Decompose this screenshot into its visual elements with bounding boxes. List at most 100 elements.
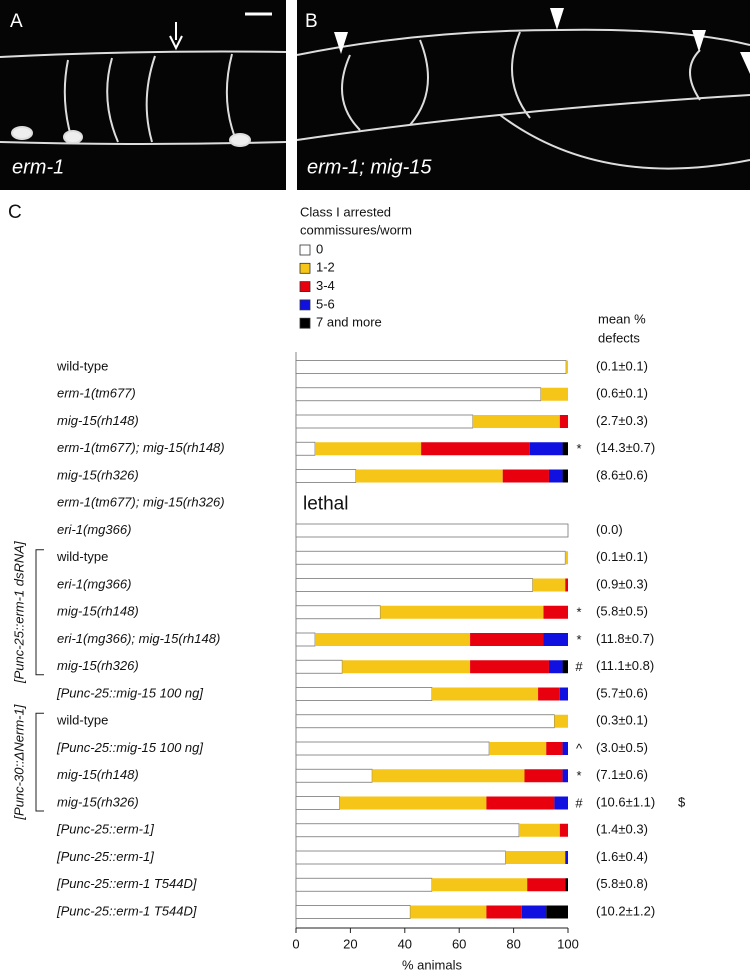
mean-defect: (3.0±0.5) bbox=[596, 740, 648, 755]
mean-defect: (11.1±0.8) bbox=[596, 658, 654, 673]
bar-segment bbox=[296, 470, 356, 483]
category-label: mig-15(rh326) bbox=[57, 467, 139, 482]
bar-segment bbox=[356, 470, 503, 483]
category-label: [Punc-25::erm-1 T544D] bbox=[56, 903, 197, 918]
category-label: mig-15(rh148) bbox=[57, 413, 139, 428]
legend-label: 1-2 bbox=[316, 260, 335, 275]
bar-segment bbox=[533, 579, 566, 592]
legend-label: 3-4 bbox=[316, 278, 335, 293]
significance-marker: ^ bbox=[576, 741, 583, 756]
category-label: wild-type bbox=[56, 358, 108, 373]
mean-defect: (0.0) bbox=[596, 522, 623, 537]
bar-segment bbox=[522, 906, 546, 919]
significance-marker: * bbox=[576, 768, 581, 783]
bar-segment bbox=[296, 388, 541, 401]
bar-segment bbox=[315, 633, 470, 646]
mean-defect: (5.8±0.5) bbox=[596, 604, 648, 619]
bar-segment bbox=[432, 688, 538, 701]
bar-segment bbox=[296, 361, 566, 374]
category-label: [Punc-25::erm-1 T544D] bbox=[56, 876, 197, 891]
bar-segment bbox=[296, 851, 505, 864]
bar-segment bbox=[296, 442, 315, 455]
category-label: mig-15(rh148) bbox=[57, 767, 139, 782]
bar-segment bbox=[486, 906, 521, 919]
category-label: [Punc-25::mig-15 100 ng] bbox=[56, 740, 203, 755]
bar-segment bbox=[296, 579, 533, 592]
bar-segment bbox=[563, 660, 568, 673]
category-label: eri-1(mg366); mig-15(rh148) bbox=[57, 631, 220, 646]
category-label: [Punc-25::erm-1] bbox=[56, 849, 154, 864]
figure: A erm-1 B erm-1; mig-15 C Class I arrest… bbox=[0, 0, 750, 975]
legend-label: 0 bbox=[316, 241, 323, 256]
bar-segment bbox=[538, 688, 560, 701]
bar-segment bbox=[296, 797, 340, 810]
bar-segment bbox=[296, 551, 565, 564]
legend-swatch bbox=[300, 318, 310, 328]
bar-segment bbox=[296, 688, 432, 701]
bar-segment bbox=[563, 769, 568, 782]
mean-defect: (8.6±0.6) bbox=[596, 467, 648, 482]
mean-defect: (0.9±0.3) bbox=[596, 576, 648, 591]
mean-defect: (0.1±0.1) bbox=[596, 358, 648, 373]
bar-segment bbox=[296, 715, 554, 728]
bar-segment bbox=[489, 742, 546, 755]
mean-defect: (1.6±0.4) bbox=[596, 849, 648, 864]
panel-letter: C bbox=[8, 202, 22, 223]
bar-segment bbox=[380, 606, 543, 619]
bar-segment bbox=[549, 660, 563, 673]
bar-segment bbox=[296, 878, 432, 891]
legend-label: 5-6 bbox=[316, 296, 335, 311]
category-label: erm-1(tm677); mig-15(rh326) bbox=[57, 495, 225, 510]
bar-segment bbox=[544, 606, 568, 619]
bar-segment bbox=[296, 824, 519, 837]
bar-segment bbox=[565, 878, 568, 891]
category-label: [Punc-25::erm-1] bbox=[56, 822, 154, 837]
mean-defect: (5.7±0.6) bbox=[596, 685, 648, 700]
category-label: eri-1(mg366) bbox=[57, 522, 131, 537]
bar-segment bbox=[563, 470, 568, 483]
bar-segment bbox=[340, 797, 487, 810]
legend-swatch bbox=[300, 300, 310, 310]
mean-defect: (7.1±0.6) bbox=[596, 767, 648, 782]
bar-segment bbox=[565, 851, 568, 864]
bar-segment bbox=[473, 415, 560, 428]
bar-segment bbox=[503, 470, 549, 483]
bar-segment bbox=[421, 442, 530, 455]
bar-segment bbox=[565, 551, 568, 564]
bar-segment bbox=[342, 660, 470, 673]
bar-segment bbox=[563, 442, 568, 455]
bar-segment bbox=[372, 769, 524, 782]
legend-label: 7 and more bbox=[316, 315, 382, 330]
mean-defect: (11.8±0.7) bbox=[596, 631, 654, 646]
bar-segment bbox=[432, 878, 527, 891]
significance-marker: # bbox=[575, 795, 583, 810]
mean-defect: (1.4±0.3) bbox=[596, 822, 648, 837]
bar-segment bbox=[566, 361, 568, 374]
mean-defect: (0.3±0.1) bbox=[596, 713, 648, 728]
bar-segment bbox=[470, 633, 543, 646]
bar-segment bbox=[296, 606, 380, 619]
x-axis-label: % animals bbox=[402, 957, 462, 972]
x-tick-label: 100 bbox=[557, 936, 579, 951]
category-label: erm-1(tm677); mig-15(rh148) bbox=[57, 440, 225, 455]
bar-segment bbox=[554, 797, 568, 810]
bar-segment bbox=[560, 415, 568, 428]
category-label: [Punc-25::mig-15 100 ng] bbox=[56, 685, 203, 700]
category-label: wild-type bbox=[56, 713, 108, 728]
bar-segment bbox=[296, 524, 568, 537]
bar-segment bbox=[296, 633, 315, 646]
group-label: [Punc-30::ΔNerm-1] bbox=[11, 704, 26, 820]
panel-label: erm-1 bbox=[12, 156, 64, 178]
category-label: eri-1(mg366) bbox=[57, 576, 131, 591]
category-label: erm-1(tm677) bbox=[57, 386, 136, 401]
bar-segment bbox=[560, 824, 568, 837]
bar-segment bbox=[296, 906, 410, 919]
mean-header: mean % bbox=[598, 311, 646, 326]
bar-segment bbox=[560, 688, 568, 701]
mean-defect: (5.8±0.8) bbox=[596, 876, 648, 891]
category-label: mig-15(rh326) bbox=[57, 794, 139, 809]
bar-segment bbox=[554, 715, 568, 728]
category-label: mig-15(rh326) bbox=[57, 658, 139, 673]
group-bracket bbox=[36, 713, 44, 811]
x-tick-label: 60 bbox=[452, 936, 466, 951]
